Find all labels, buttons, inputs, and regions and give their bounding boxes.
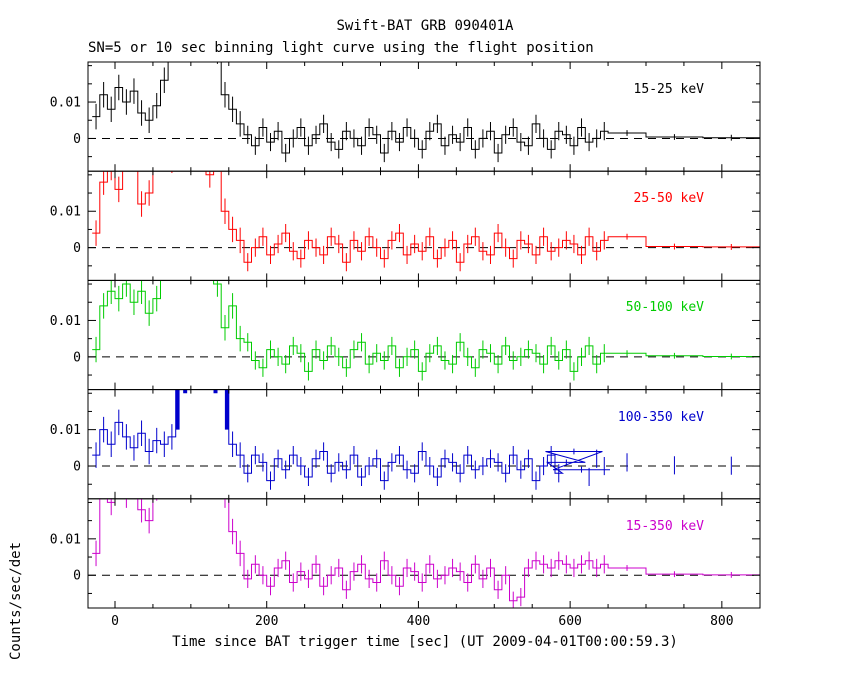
svg-text:0.01: 0.01 [50,532,81,547]
svg-text:0: 0 [73,132,81,147]
svg-text:600: 600 [558,614,581,629]
y-axis-label: Counts/sec/det [8,541,24,660]
chart-title: Swift-BAT GRB 090401A [336,18,514,34]
energy-label-25-50-kev: 25-50 keV [633,191,704,207]
svg-text:0: 0 [73,460,81,475]
svg-text:0: 0 [73,241,81,256]
svg-text:0.01: 0.01 [50,314,81,329]
svg-text:400: 400 [407,614,430,629]
svg-text:200: 200 [255,614,278,629]
chart-subtitle: SN=5 or 10 sec binning light curve using… [88,40,594,56]
svg-text:0.01: 0.01 [50,205,81,220]
svg-text:0: 0 [111,614,119,629]
energy-label-100-350-kev: 100-350 keV [617,409,704,425]
energy-label-15-350-kev: 15-350 keV [625,518,704,534]
svg-text:0: 0 [73,569,81,584]
svg-text:0.01: 0.01 [50,96,81,111]
energy-label-15-25-kev: 15-25 keV [633,82,704,97]
svg-text:800: 800 [710,614,733,629]
energy-label-50-100-kev: 50-100 keV [625,300,704,316]
svg-text:0: 0 [73,350,81,365]
x-axis-label: Time since BAT trigger time [sec] (UT 20… [172,634,678,650]
svg-text:0.01: 0.01 [50,423,81,438]
